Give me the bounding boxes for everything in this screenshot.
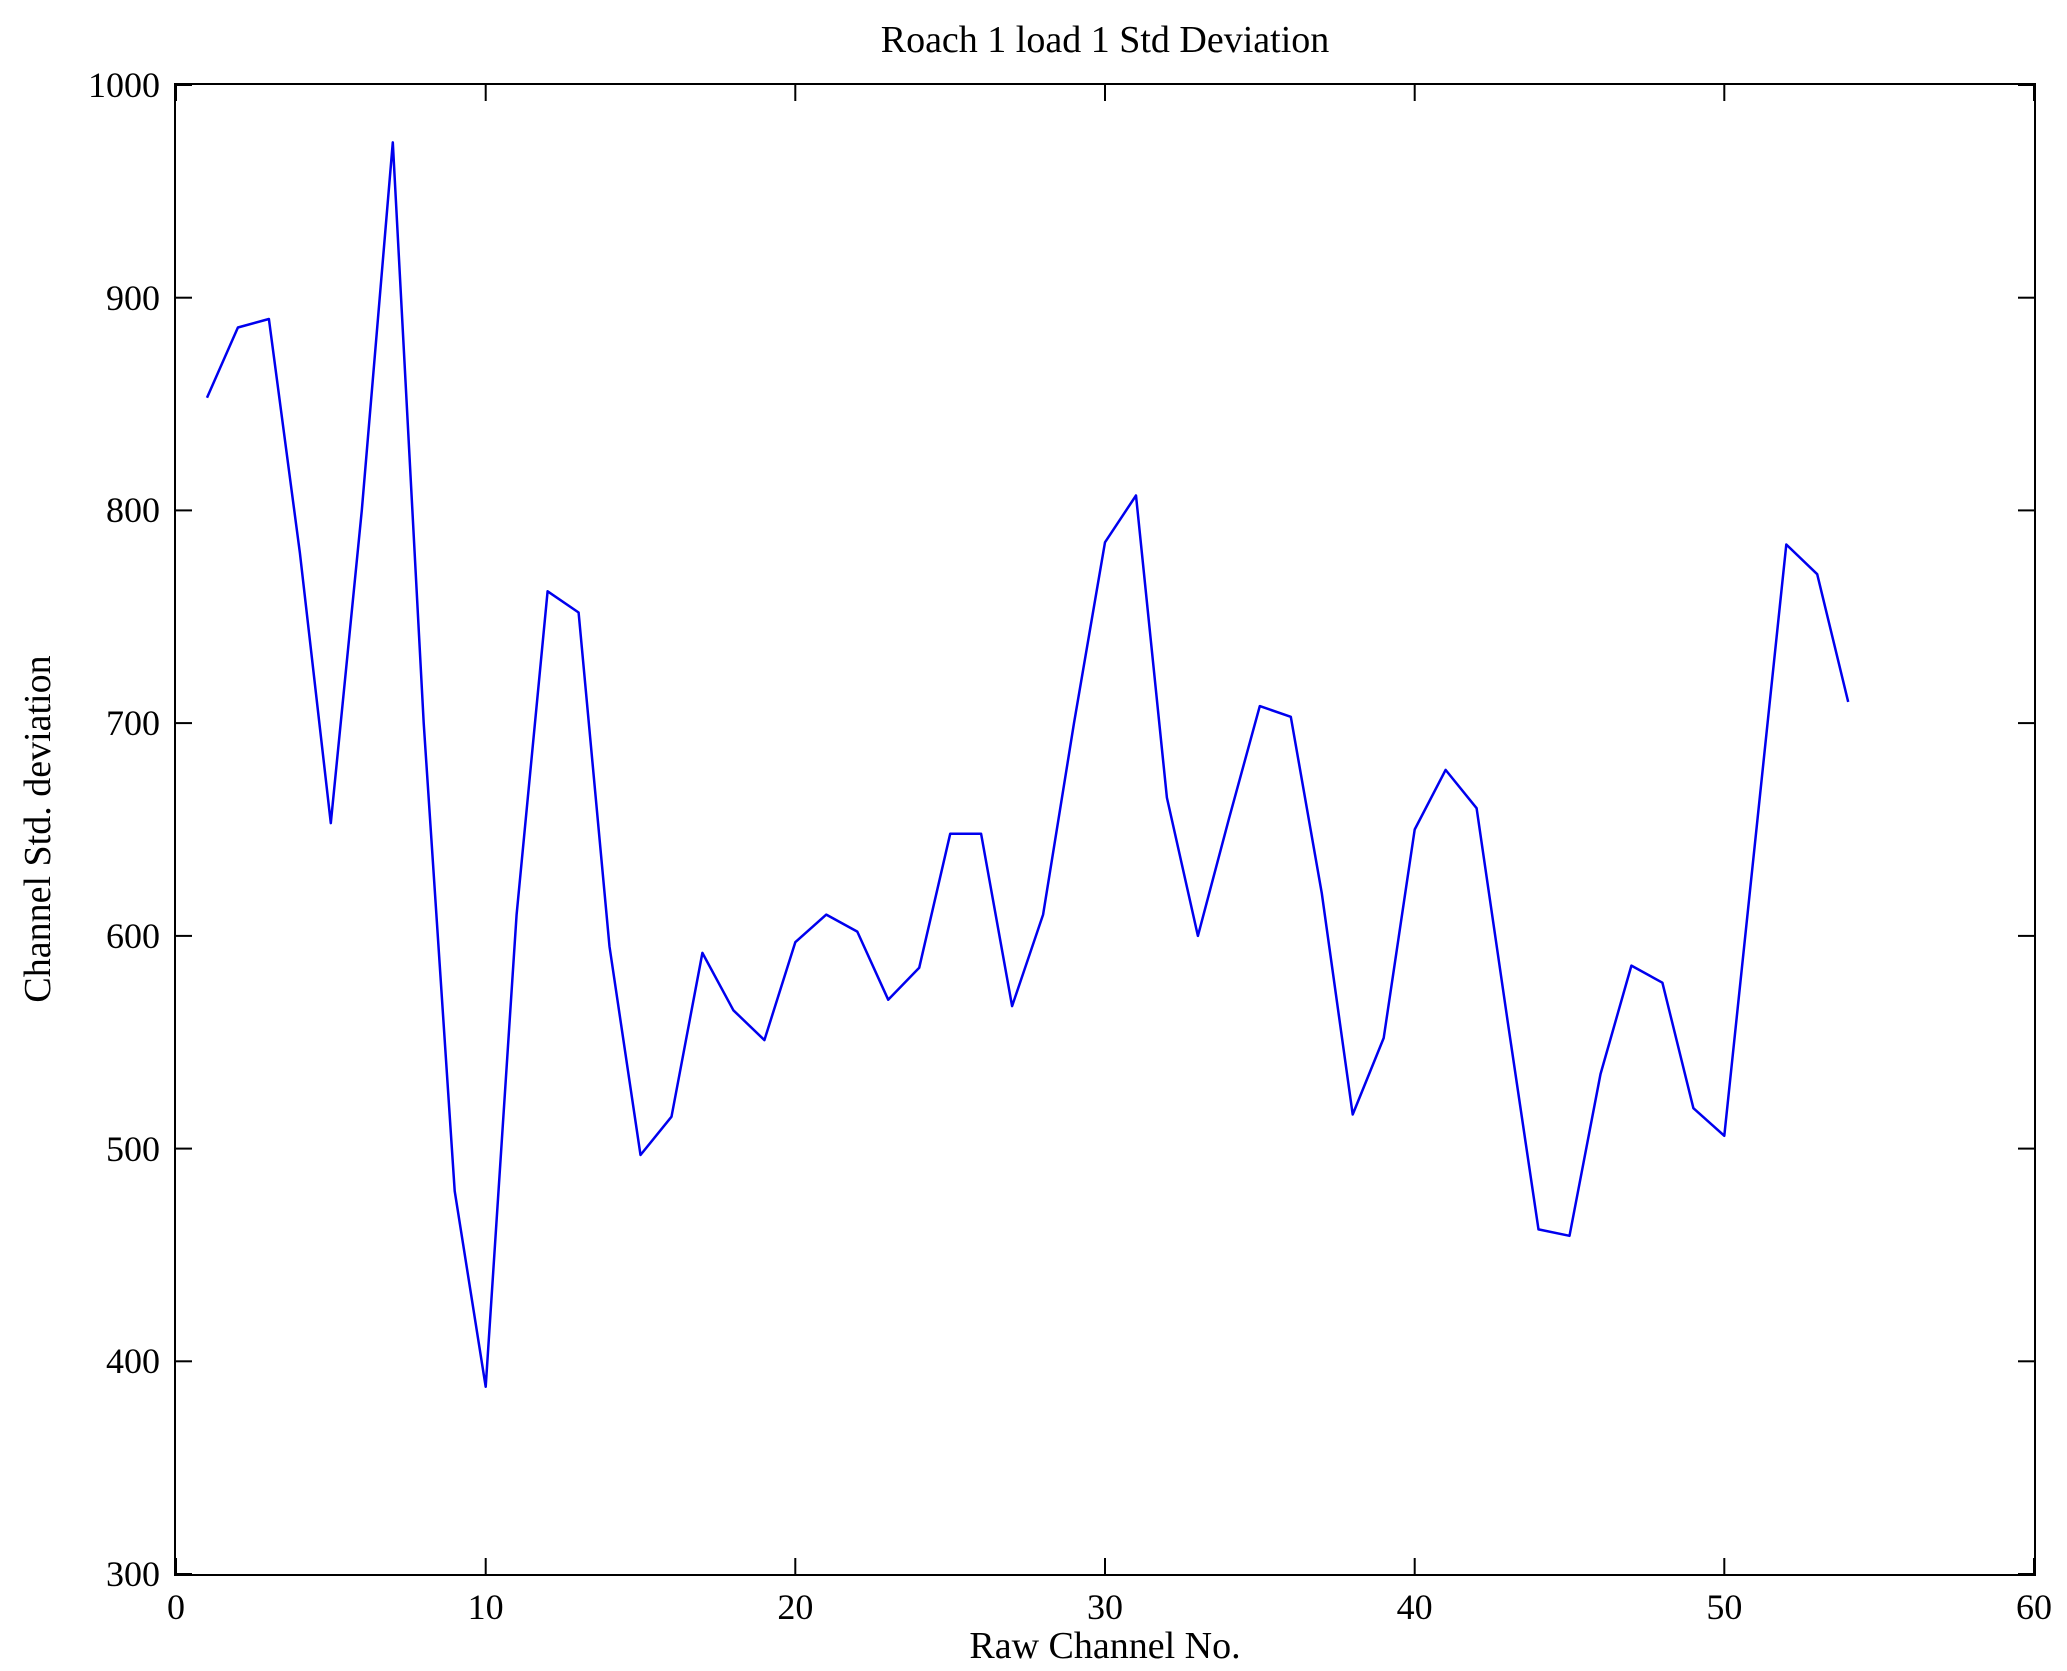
- y-tick-label: 800: [106, 490, 160, 531]
- x-tick-label: 20: [777, 1587, 814, 1627]
- y-tick-label: 400: [106, 1341, 160, 1382]
- line-plot: [176, 85, 2034, 1574]
- y-tick-label: 500: [106, 1128, 160, 1169]
- x-tick-label: 0: [167, 1587, 185, 1627]
- y-tick-label: 600: [106, 915, 160, 956]
- x-tick-label: 60: [2016, 1587, 2052, 1627]
- y-tick-label: 700: [106, 703, 160, 744]
- y-axis-label: Channel Std. deviation: [17, 655, 59, 1003]
- plot-area: [174, 83, 2036, 1576]
- x-tick-label: 30: [1087, 1587, 1123, 1627]
- data-line: [205, 141, 1850, 1389]
- chart-title: Roach 1 load 1 Std Deviation: [880, 19, 1330, 61]
- y-tick-label: 300: [106, 1554, 160, 1594]
- x-axis-label: Raw Channel No.: [969, 1625, 1241, 1667]
- x-tick-label: 40: [1396, 1587, 1433, 1627]
- x-tick-label: 50: [1706, 1587, 1743, 1627]
- y-tick-label: 1000: [88, 65, 160, 105]
- y-tick-label: 900: [106, 277, 160, 318]
- tick-marks: [176, 85, 2034, 1574]
- x-tick-label: 10: [467, 1587, 504, 1627]
